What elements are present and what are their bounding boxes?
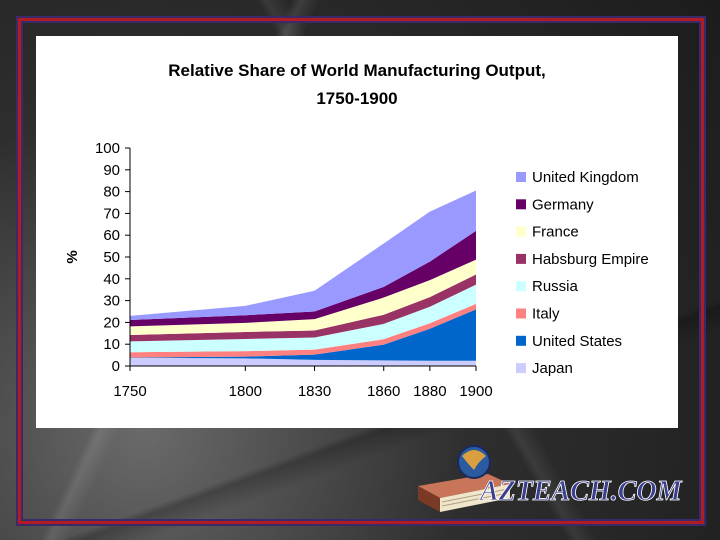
- legend-swatch: [516, 253, 526, 264]
- globe-icon: [457, 445, 491, 479]
- chart-title-line-2: 1750-1900: [316, 89, 397, 108]
- x-tick-label: 1880: [413, 383, 446, 400]
- area-habsburg-empire: [130, 274, 476, 342]
- area-japan: [130, 357, 476, 366]
- x-tick-label: 1830: [298, 383, 331, 400]
- legend-swatch: [516, 199, 526, 210]
- y-tick-label: 60: [103, 227, 120, 244]
- axes: 0 10 20 30 40 50 60 70 80 90 100 1750 1800 1830 1860 18…: [95, 140, 493, 400]
- area-italy: [130, 303, 476, 358]
- x-tick-label: 1900: [459, 383, 492, 400]
- x-tick-label: 1800: [229, 383, 262, 400]
- area-layer: [130, 190, 476, 366]
- legend-swatch: [516, 281, 526, 292]
- y-tick-label: 10: [103, 336, 120, 353]
- legend-label: United States: [532, 333, 622, 350]
- legend-label: Germany: [532, 196, 594, 213]
- area-russia: [130, 284, 476, 353]
- y-tick-label: 50: [103, 249, 120, 266]
- y-tick-label: 0: [112, 358, 120, 375]
- legend-swatch: [516, 363, 526, 374]
- logo-wordmark: AZTEACH.COM: [478, 476, 683, 507]
- y-tick-label: 20: [103, 314, 120, 331]
- y-tick-label: 100: [95, 140, 120, 157]
- area-germany: [130, 230, 476, 327]
- x-tick-label: 1860: [367, 383, 400, 400]
- slide-frame: [18, 18, 704, 524]
- legend-swatch: [516, 172, 526, 182]
- y-tick-label: 30: [103, 293, 120, 310]
- area-france: [130, 259, 476, 336]
- y-tick-label: 70: [103, 205, 120, 222]
- legend-label: Japan: [532, 360, 573, 377]
- legend-swatch: [516, 226, 526, 237]
- chart-title-line-1: Relative Share of World Manufacturing Ou…: [168, 61, 546, 80]
- legend-label: Russia: [532, 278, 579, 295]
- y-axis-label: %: [64, 250, 81, 263]
- y-tick-label: 90: [103, 162, 120, 179]
- legend-label: France: [532, 224, 579, 241]
- legend: United Kingdom Germany France Habsburg Empi…: [516, 169, 649, 377]
- legend-label: Italy: [532, 306, 560, 323]
- area-united-states: [130, 309, 476, 361]
- y-tick-label: 40: [103, 271, 120, 288]
- y-tick-label: 80: [103, 184, 120, 201]
- legend-label: Habsburg Empire: [532, 251, 649, 268]
- legend-swatch: [516, 335, 526, 346]
- x-tick-label: 1750: [113, 383, 146, 400]
- azteach-logo: AZTEACH.COM: [418, 445, 683, 512]
- book-icon: [418, 474, 510, 512]
- area-united-kingdom: [130, 190, 476, 321]
- legend-swatch: [516, 308, 526, 319]
- legend-label: United Kingdom: [532, 169, 639, 186]
